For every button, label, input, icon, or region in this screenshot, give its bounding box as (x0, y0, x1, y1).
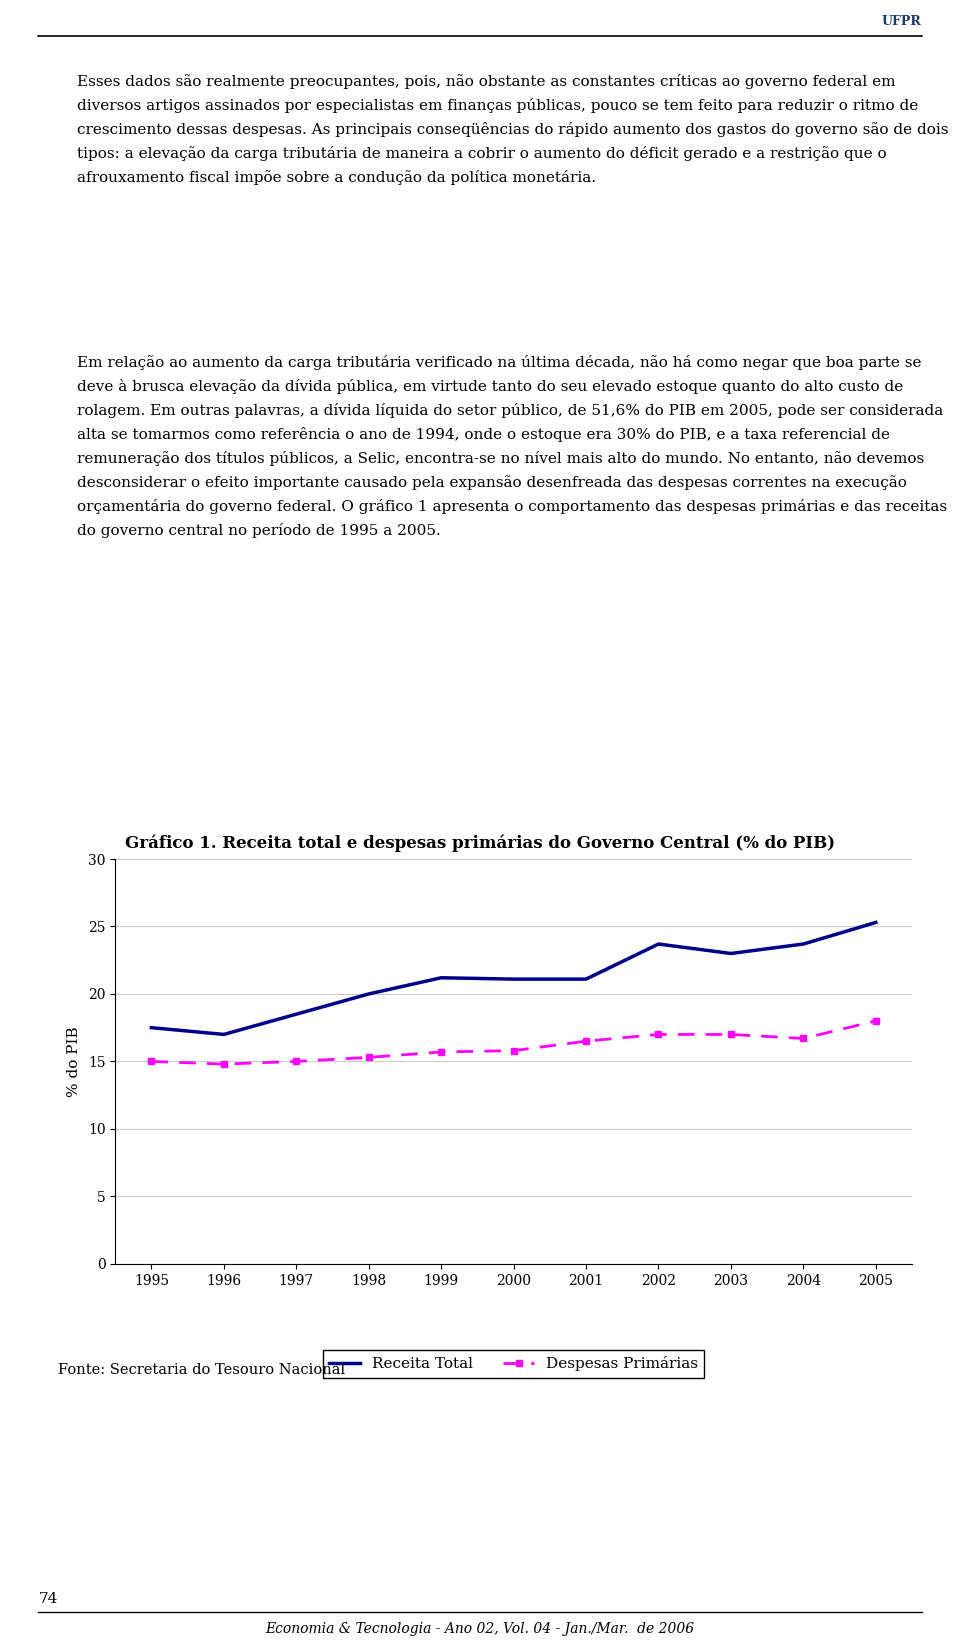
Text: Esses dados são realmente preocupantes, pois, não obstante as constantes crítica: Esses dados são realmente preocupantes, … (77, 74, 948, 185)
Legend: Receita Total, Despesas Primárias: Receita Total, Despesas Primárias (323, 1350, 705, 1378)
Text: UFPR: UFPR (882, 15, 922, 28)
Text: 74: 74 (38, 1593, 58, 1606)
Text: Gráfico 1. Receita total e despesas primárias do Governo Central (% do PIB): Gráfico 1. Receita total e despesas prim… (125, 834, 835, 852)
Text: Em relação ao aumento da carga tributária verificado na última década, não há co: Em relação ao aumento da carga tributári… (77, 355, 947, 539)
Y-axis label: % do PIB: % do PIB (67, 1026, 81, 1097)
Text: Fonte: Secretaria do Tesouro Nacional: Fonte: Secretaria do Tesouro Nacional (58, 1363, 345, 1376)
Text: Economia & Tecnologia - Ano 02, Vol. 04 - Jan./Mar.  de 2006: Economia & Tecnologia - Ano 02, Vol. 04 … (265, 1622, 695, 1635)
